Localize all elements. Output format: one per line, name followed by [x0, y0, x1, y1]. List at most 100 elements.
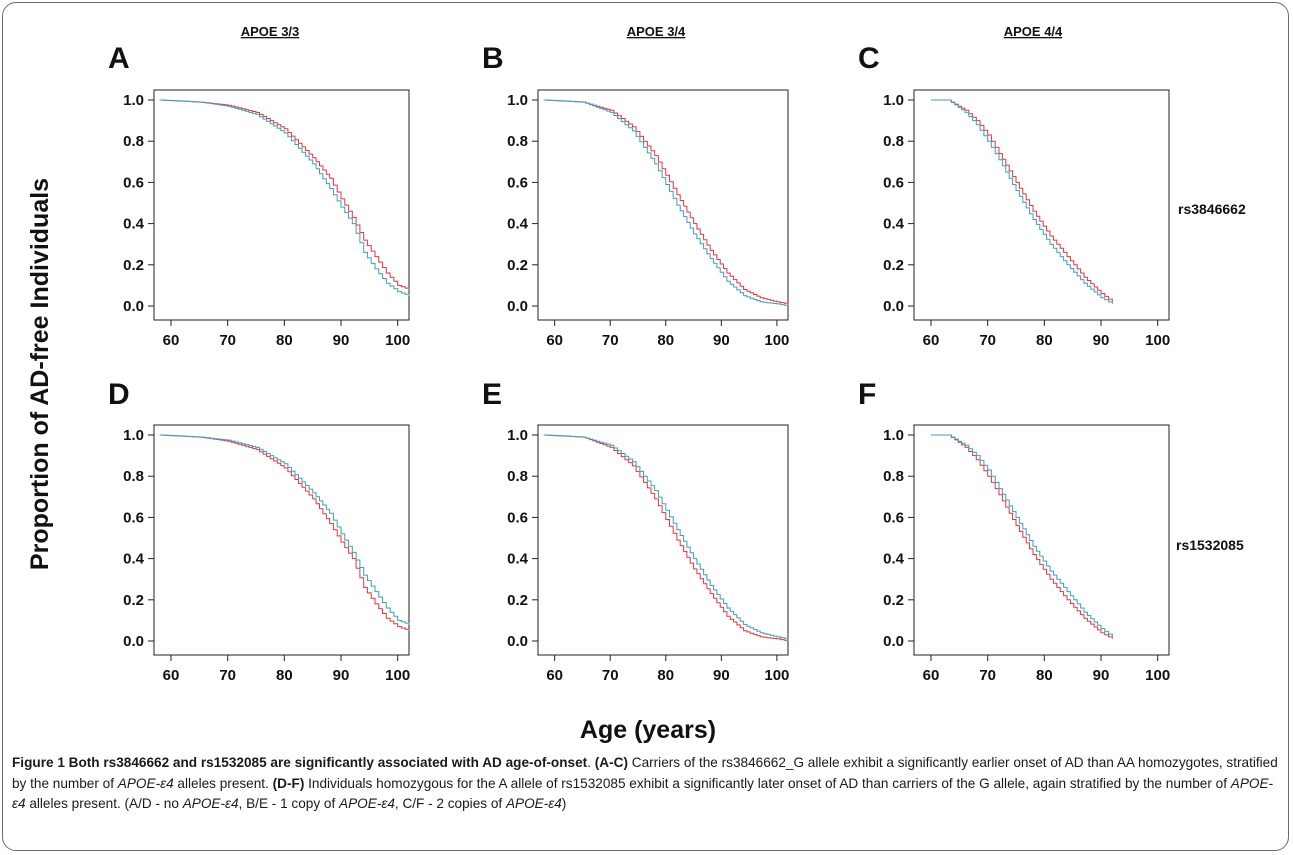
x-tick-label: 80 — [1036, 667, 1053, 684]
caption-text-df-1: Individuals homozygous for the A allele … — [304, 775, 1231, 791]
panel-letter-e: E — [482, 378, 502, 411]
y-tick-label: 0.2 — [883, 257, 904, 274]
row-label-rs1532085: rs1532085 — [1176, 537, 1244, 553]
y-tick-label: 0.8 — [123, 468, 144, 485]
caption-text-df-2: alleles present. (A/D - no — [25, 796, 183, 811]
y-tick-label: 0.6 — [507, 174, 528, 191]
caption-apoe-2: APOE-ε4 — [12, 775, 1274, 812]
x-tick-label: 60 — [923, 667, 940, 684]
panel-letter-a: A — [108, 42, 130, 75]
x-tick-label: 60 — [546, 667, 563, 684]
y-tick-label: 0.0 — [123, 633, 144, 650]
y-tick-label: 0.0 — [883, 298, 904, 315]
y-tick-label: 0.8 — [123, 133, 144, 150]
x-tick-label: 60 — [546, 332, 563, 349]
y-tick-label: 1.0 — [507, 427, 528, 444]
x-tick-label: 90 — [713, 332, 730, 349]
caption-apoe-5: APOE-ε4 — [505, 796, 562, 811]
caption-text-ac-2: alleles present. — [173, 775, 273, 791]
plot-frame — [153, 89, 410, 321]
y-tick-label: 0.6 — [883, 509, 904, 526]
y-tick-label: 0.2 — [123, 592, 144, 609]
y-tick-label: 0.4 — [883, 216, 905, 233]
caption-title: Both rs3846662 and rs1532085 are signifi… — [68, 755, 588, 770]
column-header-apoe44: APOE 4/4 — [1004, 24, 1063, 39]
panel-letter-c: C — [858, 42, 880, 75]
x-tick-label: 80 — [657, 667, 674, 684]
survival-curve-blue — [931, 99, 1113, 304]
x-tick-label: 60 — [923, 332, 940, 349]
column-header-apoe34: APOE 3/4 — [627, 24, 686, 39]
x-tick-label: 80 — [1036, 332, 1053, 349]
caption-apoe-4: APOE-ε4 — [339, 796, 395, 811]
panel-letter-f: F — [858, 378, 876, 411]
y-tick-label: 0.2 — [507, 592, 528, 609]
survival-curve-blue — [931, 434, 1113, 637]
y-axis-title: Proportion of AD-free Individuals — [26, 178, 54, 570]
panel-letter-b: B — [482, 42, 504, 75]
x-tick-label: 70 — [602, 667, 619, 684]
x-tick-label: 80 — [276, 667, 293, 684]
x-tick-label: 60 — [163, 667, 180, 684]
x-tick-label: 100 — [385, 667, 410, 684]
x-tick-label: 100 — [764, 667, 789, 684]
row-label-rs3846662: rs3846662 — [1178, 201, 1246, 217]
panel-d: D 0.0 0.2 0.4 0.6 0.8 1.0 60 70 80 90 100 — [108, 378, 410, 684]
figure-panels: Proportion of AD-free Individuals Age (y… — [26, 24, 1246, 744]
plot-frame — [913, 424, 1170, 656]
caption-apoe-3: APOE-ε4 — [182, 796, 239, 811]
plot-frame — [153, 424, 410, 656]
x-tick-label: 90 — [333, 667, 350, 684]
y-tick-label: 0.4 — [123, 216, 145, 233]
x-tick-label: 70 — [602, 332, 619, 349]
y-tick-label: 0.8 — [883, 133, 904, 150]
panel-a: A 0.0 0.2 0.4 0.6 0.8 1.0 60 70 80 90 100 — [108, 42, 410, 349]
x-tick-label: 90 — [333, 332, 350, 349]
y-tick-label: 0.0 — [507, 298, 528, 315]
y-tick-label: 0.6 — [883, 174, 904, 191]
survival-curve-blue — [159, 434, 410, 625]
y-tick-label: 0.8 — [507, 468, 528, 485]
panel-b: B 0.0 0.2 0.4 0.6 0.8 1.0 60 70 80 90 100 — [482, 42, 789, 349]
y-tick-label: 1.0 — [883, 92, 904, 109]
y-tick-label: 1.0 — [123, 92, 144, 109]
survival-curve-red — [543, 99, 789, 304]
y-tick-label: 0.0 — [883, 633, 904, 650]
x-tick-label: 90 — [1093, 332, 1110, 349]
y-tick-label: 0.0 — [507, 633, 528, 650]
y-tick-label: 1.0 — [883, 427, 904, 444]
survival-curve-blue — [543, 434, 789, 639]
y-tick-label: 0.2 — [507, 257, 528, 274]
y-tick-label: 1.0 — [123, 427, 144, 444]
x-tick-label: 90 — [713, 667, 730, 684]
panel-f: F 0.0 0.2 0.4 0.6 0.8 1.0 60 70 80 90 100 — [858, 378, 1170, 684]
y-tick-label: 0.4 — [507, 216, 529, 233]
caption-label: Figure 1 — [12, 755, 65, 770]
x-tick-label: 70 — [219, 667, 236, 684]
plot-frame — [537, 424, 789, 656]
survival-curve-blue — [543, 99, 789, 306]
survival-curve-blue — [159, 99, 410, 296]
x-tick-label: 100 — [385, 332, 410, 349]
y-tick-label: 0.6 — [507, 509, 528, 526]
y-tick-label: 0.4 — [883, 551, 905, 568]
figure-caption: Figure 1 Both rs3846662 and rs1532085 ar… — [12, 755, 1278, 812]
survival-curve-red — [931, 99, 1113, 302]
caption-text-5: ) — [561, 796, 567, 811]
x-axis-title: Age (years) — [580, 716, 716, 744]
x-tick-label: 100 — [1145, 667, 1170, 684]
y-tick-label: 0.0 — [123, 298, 144, 315]
x-tick-label: 80 — [276, 332, 293, 349]
x-tick-label: 70 — [219, 332, 236, 349]
caption-text-3: , B/E - 1 copy of — [238, 796, 340, 811]
caption-tag-df: (D-F) — [272, 775, 305, 791]
caption-text-4: , C/F - 2 copies of — [394, 796, 506, 811]
plot-frame — [537, 89, 789, 321]
survival-curve-red — [543, 434, 789, 641]
column-header-apoe33: APOE 3/3 — [241, 24, 300, 39]
plot-frame — [913, 89, 1170, 321]
panel-e: E 0.0 0.2 0.4 0.6 0.8 1.0 60 70 80 90 100 — [482, 378, 789, 684]
panels-group: A 0.0 0.2 0.4 0.6 0.8 1.0 60 70 80 90 100 B 0.0 0.2 0.4… — [108, 42, 1170, 684]
x-tick-label: 70 — [979, 667, 996, 684]
